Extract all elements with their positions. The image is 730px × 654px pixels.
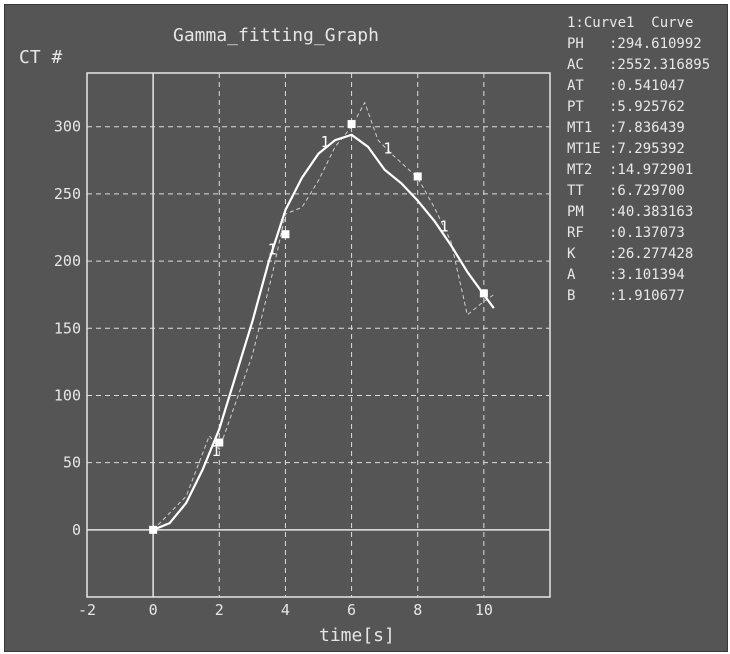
parameter-row: MT2 :14.972901: [567, 160, 710, 181]
data-point-marker: [215, 438, 224, 447]
parameter-row: PM :40.383163: [567, 202, 710, 223]
parameter-key: K: [567, 246, 576, 262]
x-tick-label: 2: [215, 601, 224, 619]
parameter-key: PT: [567, 99, 584, 115]
y-tick-label: 200: [54, 252, 81, 270]
graph-screen: Gamma_fitting_Graph CT # time[s] -2 0 2 4 6 8…: [4, 4, 728, 652]
parameter-key: A: [567, 267, 576, 283]
parameter-key: MT1E: [567, 141, 601, 157]
data-point-marker: [479, 289, 488, 298]
parameter-list: PH :294.610992 AC :2552.316895 AT :0.541047 PT…: [567, 34, 710, 307]
parameter-row: K :26.277428: [567, 244, 710, 265]
parameter-panel: 1:Curve1 Curve PH :294.610992 AC :2552.3168…: [567, 13, 710, 307]
x-tick-label: 10: [475, 601, 493, 619]
x-tick-label: 6: [347, 601, 356, 619]
x-tick-label: 8: [413, 601, 422, 619]
curve-number-label: 1: [440, 218, 449, 236]
parameter-key: PH: [567, 36, 584, 52]
raw-series-line: [152, 101, 495, 531]
curve-number-label: 1: [268, 240, 277, 258]
data-point-marker: [149, 525, 158, 534]
parameter-value: :0.541047: [609, 78, 685, 94]
parameter-row: B :1.910677: [567, 286, 710, 307]
y-tick-label: 0: [72, 521, 81, 539]
y-tick-label: 300: [54, 118, 81, 136]
parameter-header: 1:Curve1 Curve: [567, 15, 694, 31]
parameter-key: RF: [567, 225, 584, 241]
parameter-value: :1.910677: [609, 288, 685, 304]
curve-number-label: 1: [383, 140, 392, 158]
parameter-row: MT1 :7.836439: [567, 118, 710, 139]
parameter-value: :26.277428: [609, 246, 694, 262]
parameter-value: :14.972901: [609, 162, 694, 178]
x-axis-label: time[s]: [319, 625, 395, 646]
data-point-marker: [347, 120, 356, 129]
parameter-value: :2552.316895: [609, 57, 711, 73]
parameter-row: MT1E :7.295392: [567, 139, 710, 160]
parameter-row: TT :6.729700: [567, 181, 710, 202]
y-tick-label: 100: [54, 386, 81, 404]
y-tick-label: 150: [54, 319, 81, 337]
parameter-value: :3.101394: [609, 267, 685, 283]
data-point-marker: [281, 230, 290, 239]
parameter-value: :6.729700: [609, 183, 685, 199]
parameter-value: :40.383163: [609, 204, 694, 220]
parameter-row: RF :0.137073: [567, 223, 710, 244]
parameter-value: :0.137073: [609, 225, 685, 241]
data-point-marker: [413, 172, 422, 181]
parameter-key: AT: [567, 78, 584, 94]
parameter-row: PH :294.610992: [567, 34, 710, 55]
parameter-key: TT: [567, 183, 584, 199]
parameter-row: PT :5.925762: [567, 97, 710, 118]
x-tick-label: 4: [281, 601, 290, 619]
parameter-row: AC :2552.316895: [567, 55, 710, 76]
parameter-key: AC: [567, 57, 584, 73]
y-axis-label: CT #: [19, 47, 63, 68]
y-tick-label: 50: [63, 454, 81, 472]
parameter-key: MT2: [567, 162, 593, 178]
parameter-value: :294.610992: [609, 36, 702, 52]
chart-title: Gamma_fitting_Graph: [173, 25, 379, 46]
x-tick-label: 0: [149, 601, 158, 619]
y-tick-label: 250: [54, 185, 81, 203]
parameter-value: :7.836439: [609, 120, 685, 136]
parameter-key: B: [567, 288, 576, 304]
curve-number-label: 1: [321, 133, 330, 151]
curve-number-label: 1: [211, 442, 220, 460]
parameter-key: MT1: [567, 120, 593, 136]
plot-frame: [86, 72, 551, 598]
fit-series-line: [152, 133, 495, 531]
parameter-key: PM: [567, 204, 584, 220]
parameter-row: A :3.101394: [567, 265, 710, 286]
x-tick-label: -2: [78, 601, 96, 619]
parameter-value: :7.295392: [609, 141, 685, 157]
parameter-value: :5.925762: [609, 99, 685, 115]
parameter-row: AT :0.541047: [567, 76, 710, 97]
